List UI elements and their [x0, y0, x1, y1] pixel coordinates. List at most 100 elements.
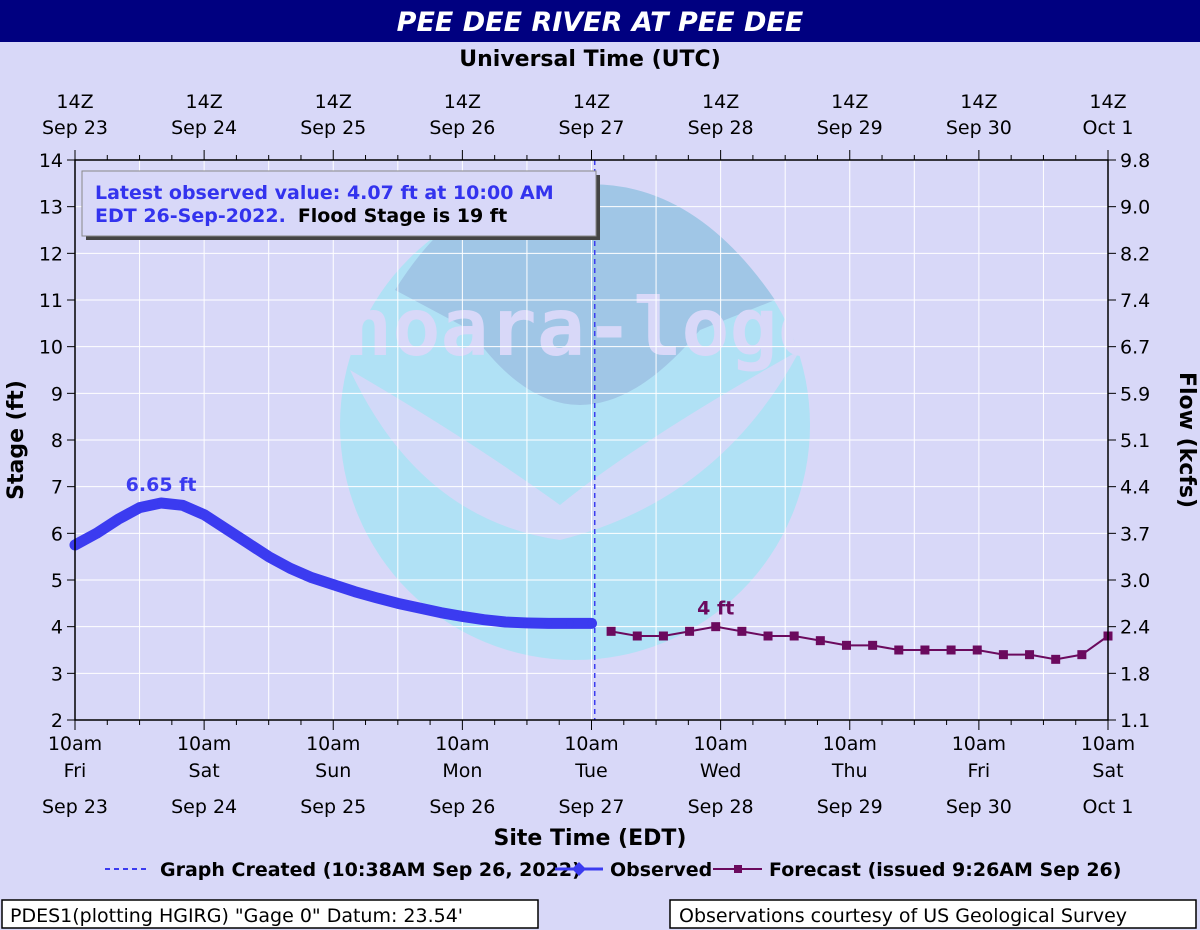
observed-point [307, 573, 316, 582]
x-top-tick-date: Sep 27 [558, 117, 624, 139]
x-top-tick-time: 14Z [56, 91, 93, 113]
x-top-tick-date: Sep 23 [42, 117, 108, 139]
x-top-tick-date: Oct 1 [1083, 117, 1134, 139]
footer-left-box [1, 899, 539, 929]
y-tick-label: 6 [51, 523, 63, 545]
observed-point [436, 608, 445, 617]
observed-point [200, 510, 209, 519]
observed-point [458, 612, 467, 621]
forecast-point [632, 631, 642, 641]
forecast-point [737, 626, 747, 636]
footer-right-box [669, 899, 1197, 929]
info-line-2: EDT 26-Sep-2022. Flood Stage is 19 ft [95, 205, 507, 227]
forecast-point [711, 622, 721, 632]
legend-created-label: Graph Created (10:38AM Sep 26, 2022) [160, 859, 581, 881]
y2-tick-label: 5.1 [1120, 430, 1150, 452]
forecast-point [1051, 654, 1061, 664]
forecast-peak-label: 4 ft [697, 598, 734, 620]
x-top-tick-time: 14Z [444, 91, 481, 113]
observed-point [393, 599, 402, 608]
x-tick-day: Tue [574, 760, 607, 782]
forecast-point [658, 631, 668, 641]
forecast-point [1025, 650, 1035, 660]
forecast-point [868, 640, 878, 650]
observed-point [221, 524, 230, 533]
x-tick-date: Oct 1 [1083, 796, 1134, 818]
y2-tick-label: 9.0 [1120, 197, 1150, 219]
title-bar [0, 0, 1200, 42]
x-tick-date: Sep 24 [171, 796, 237, 818]
forecast-point [685, 626, 695, 636]
x-tick-time: 10am [693, 733, 747, 755]
y-axis-title: Stage (ft) [4, 380, 29, 500]
y2-tick-label: 1.1 [1120, 710, 1150, 732]
legend-observed-marker [572, 862, 586, 876]
x-top-tick-date: Sep 30 [946, 117, 1012, 139]
y-tick-label: 7 [51, 477, 63, 499]
y2-tick-label: 9.8 [1120, 150, 1150, 172]
noaa-watermark-logo: noara-logo [344, 281, 826, 374]
x-tick-day: Sun [315, 760, 351, 782]
x-top-tick-date: Sep 29 [817, 117, 883, 139]
x-tick-time: 10am [48, 733, 102, 755]
footer-right-text: Observations courtesy of US Geological S… [679, 905, 1127, 927]
x-tick-date: Sep 30 [946, 796, 1012, 818]
y-tick-label: 9 [51, 383, 63, 405]
observed-point [329, 580, 338, 589]
x-tick-date: Sep 29 [817, 796, 883, 818]
observed-point [479, 615, 488, 624]
y2-tick-label: 2.4 [1120, 617, 1150, 639]
observed-point [157, 499, 166, 507]
observed-point [243, 538, 252, 547]
x-top-tick-date: Sep 24 [171, 117, 237, 139]
x-top-tick-time: 14Z [186, 91, 223, 113]
info-line-2-black: Flood Stage is 19 ft [298, 205, 507, 227]
forecast-point [972, 645, 982, 655]
y-tick-label: 11 [39, 290, 63, 312]
info-box [81, 170, 597, 237]
x-tick-time: 10am [952, 733, 1006, 755]
observed-point [415, 604, 424, 612]
x-tick-time: 10am [823, 733, 877, 755]
x-tick-day: Thu [831, 760, 868, 782]
forecast-point [815, 636, 825, 646]
observed-point [587, 619, 596, 628]
observed-point [544, 619, 553, 628]
x-top-tick-time: 14Z [315, 91, 352, 113]
y2-tick-label: 3.0 [1120, 570, 1150, 592]
observed-point [135, 503, 144, 512]
observed-point [114, 515, 123, 524]
observed-point [350, 587, 359, 596]
series-layer: 6.65 ft 4 ft [69, 474, 1113, 664]
y2-tick-label: 5.9 [1120, 383, 1150, 405]
x-top-tick-time: 14Z [702, 91, 739, 113]
legend-forecast-marker [734, 865, 742, 873]
observed-point [565, 619, 574, 628]
x-tick-time: 10am [1081, 733, 1135, 755]
x-tick-date: Sep 28 [688, 796, 754, 818]
x-tick-time: 10am [564, 733, 618, 755]
forecast-point [789, 631, 799, 641]
x-tick-day: Sat [189, 760, 220, 782]
x-tick-date: Sep 25 [300, 796, 366, 818]
y2-tick-label: 7.4 [1120, 290, 1150, 312]
x-top-tick-time: 14Z [573, 91, 610, 113]
x-tick-day: Sat [1092, 760, 1123, 782]
y2-tick-label: 6.7 [1120, 337, 1150, 359]
x-top-tick-time: 14Z [831, 91, 868, 113]
forecast-point [946, 645, 956, 655]
bottom-axis-title: Site Time (EDT) [494, 826, 687, 851]
x-tick-date: Sep 27 [558, 796, 624, 818]
observed-point [92, 529, 101, 538]
x-top-tick-date: Sep 26 [429, 117, 495, 139]
x-tick-day: Fri [968, 760, 991, 782]
observed-point [522, 618, 531, 627]
x-tick-time: 10am [306, 733, 360, 755]
x-tick-time: 10am [177, 733, 231, 755]
legend-observed-label: Observed [610, 859, 712, 881]
x-tick-day: Fri [64, 760, 87, 782]
y-tick-label: 8 [51, 430, 63, 452]
x-tick-time: 10am [435, 733, 489, 755]
x-tick-day: Wed [700, 760, 741, 782]
